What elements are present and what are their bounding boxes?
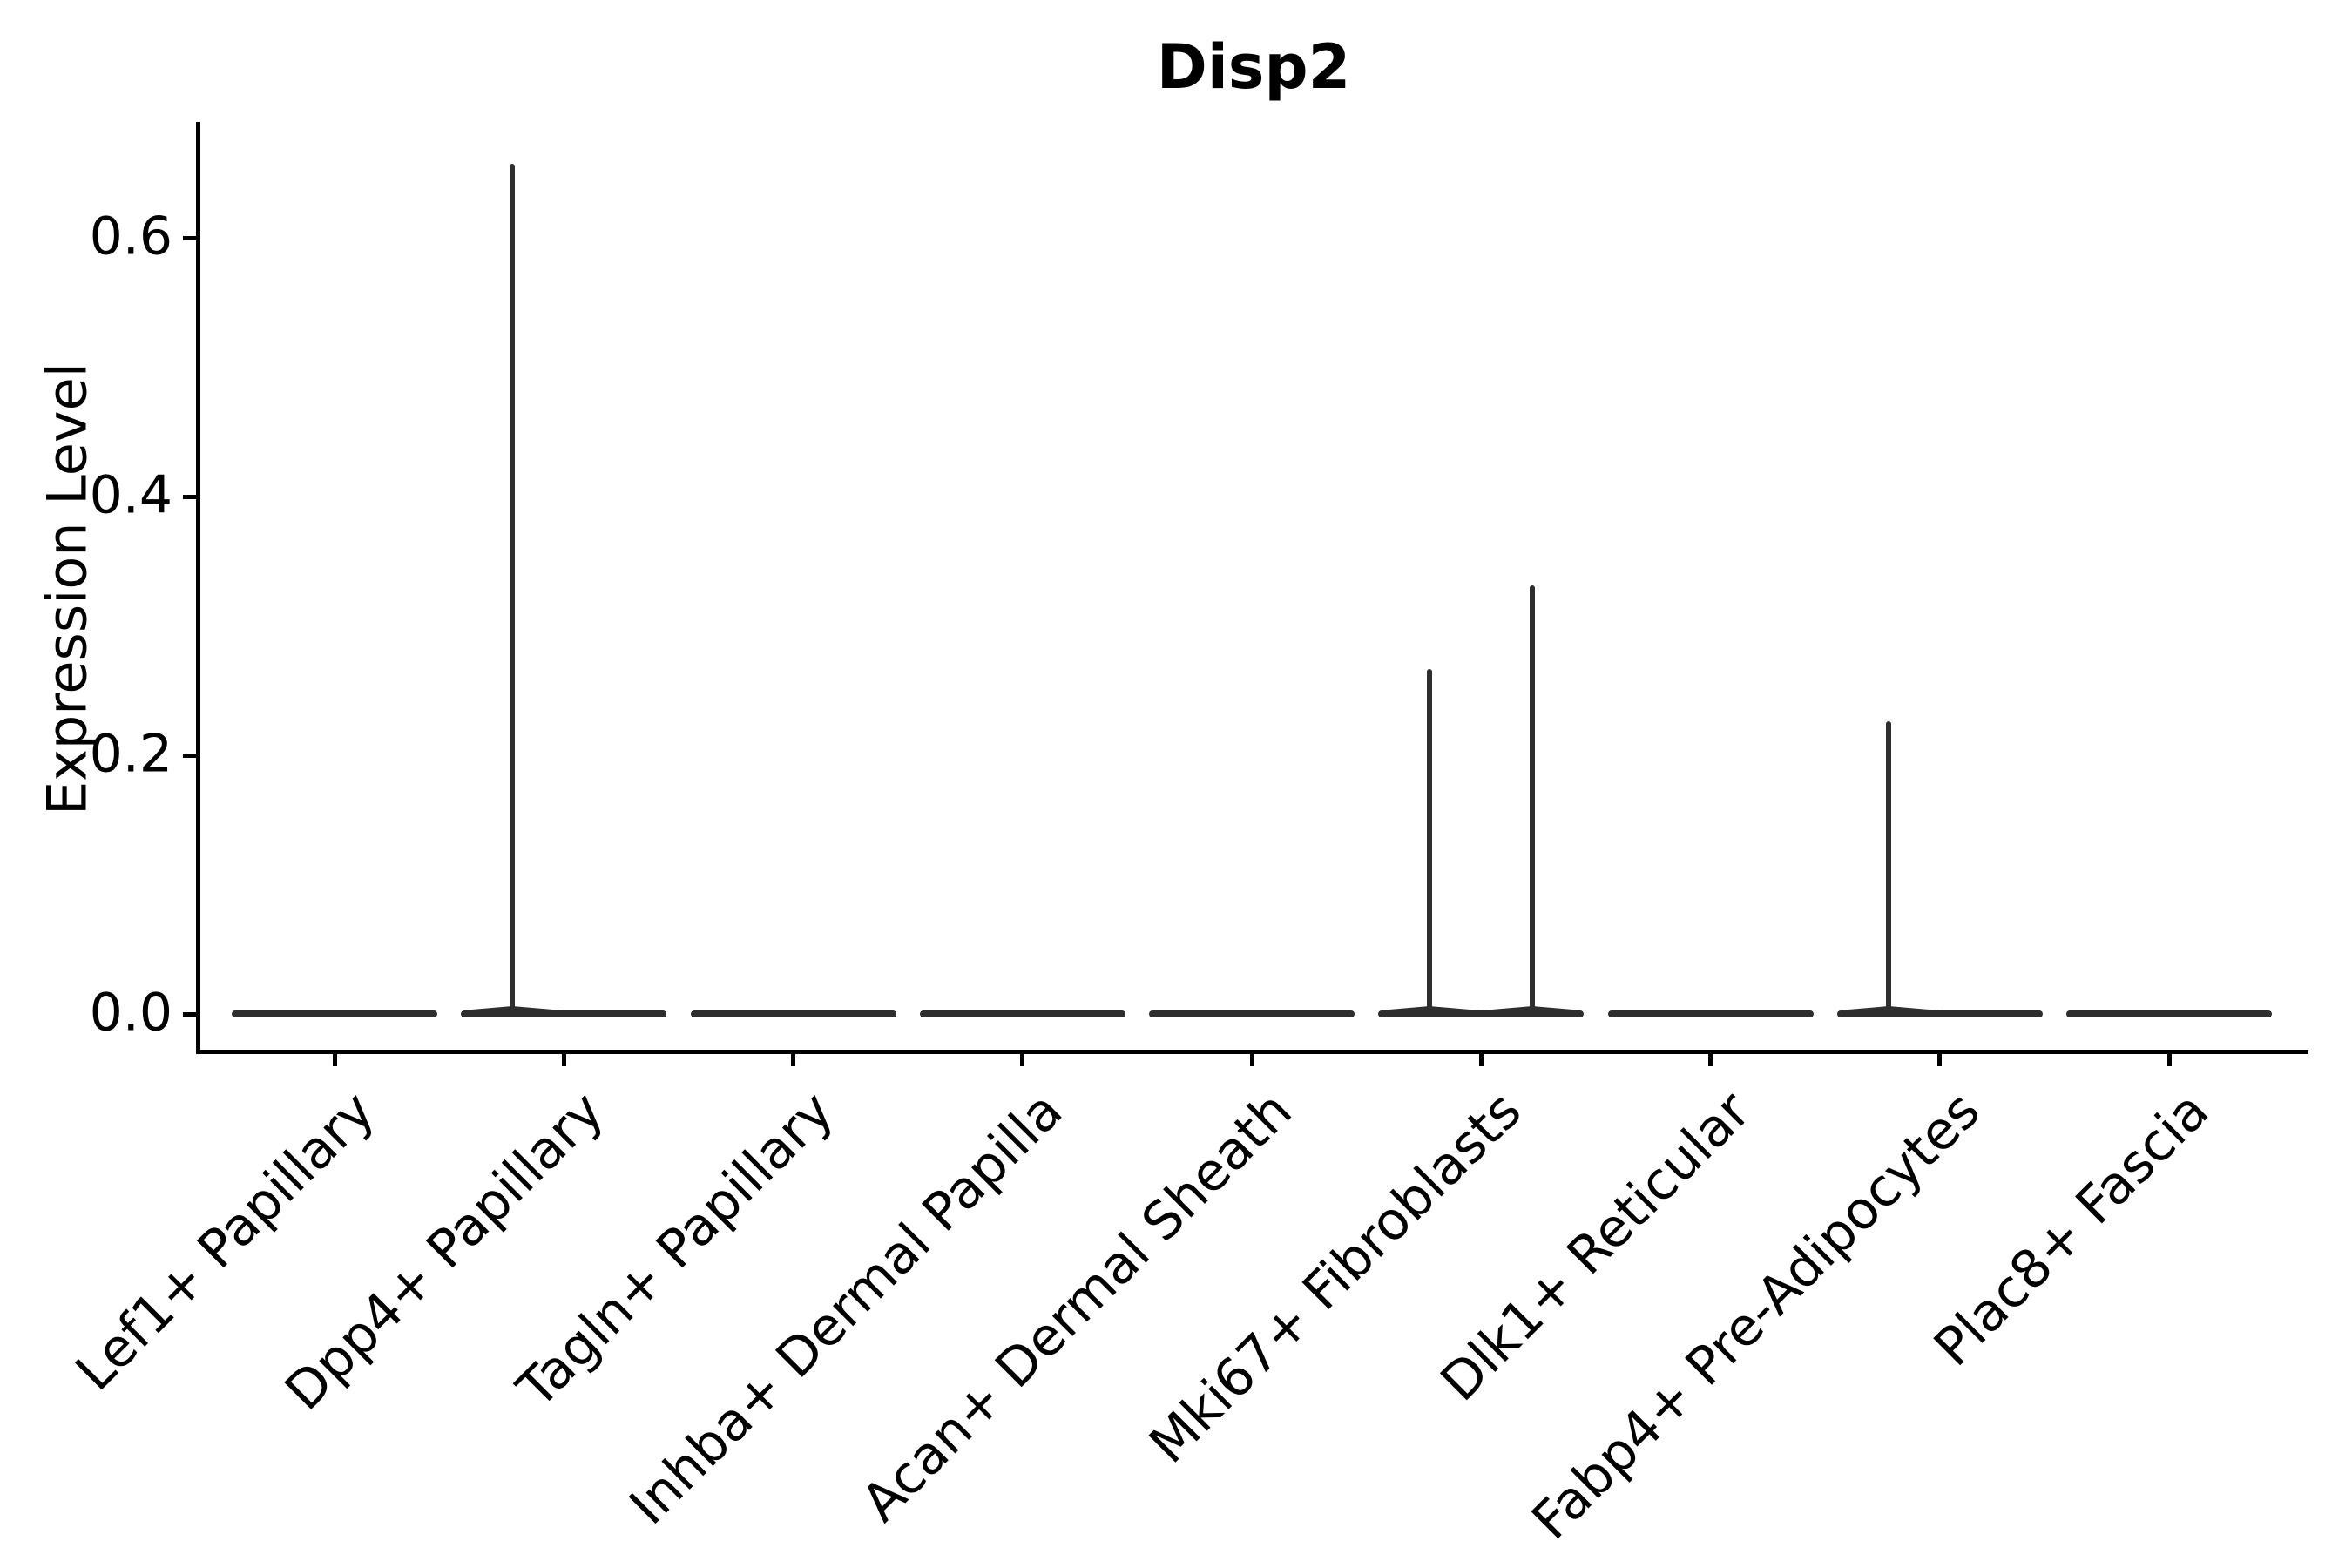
chart-title: Disp2 (1156, 31, 1351, 103)
x-tick-mark (791, 1054, 795, 1066)
violin-spike (1885, 721, 1891, 1016)
x-tick-mark (1937, 1054, 1943, 1066)
x-tick-mark (2166, 1054, 2172, 1066)
y-tick-label: 0.0 (89, 982, 172, 1044)
violin-body (2066, 1010, 2272, 1017)
violin-body (461, 1010, 667, 1017)
violin-spike (1427, 668, 1433, 1016)
x-tick-label: Mki67+ Fibroblasts (1138, 1080, 1533, 1476)
y-tick-label: 0.2 (89, 723, 172, 785)
violin-spike (1530, 585, 1536, 1016)
violin-body (1378, 1010, 1585, 1017)
x-tick-label: Inhba+ Dermal Papilla (618, 1080, 1075, 1537)
violin-body (919, 1010, 1125, 1017)
x-tick-mark (1708, 1054, 1713, 1066)
violin-spike (510, 164, 516, 1016)
violin-body (1607, 1010, 1814, 1017)
x-axis-spine (196, 1050, 2308, 1054)
y-axis-spine (196, 122, 200, 1054)
y-tick-label: 0.4 (89, 464, 172, 526)
x-tick-mark (561, 1054, 566, 1066)
x-tick-label: Acan+ Dermal Sheath (849, 1080, 1304, 1534)
violin-body (690, 1010, 896, 1017)
y-tick-mark (183, 494, 196, 499)
violin-body (232, 1010, 437, 1017)
violin-body (1836, 1010, 2043, 1017)
x-tick-label: Fabp4+ Pre-Adipocytes (1520, 1080, 1992, 1551)
x-tick-mark (332, 1054, 337, 1066)
y-tick-label: 0.6 (89, 206, 172, 267)
x-tick-mark (1249, 1054, 1254, 1066)
x-tick-mark (1478, 1054, 1484, 1066)
y-tick-mark (183, 235, 196, 240)
x-tick-mark (1020, 1054, 1025, 1066)
violin-body (1149, 1010, 1355, 1017)
y-tick-mark (183, 753, 196, 758)
y-tick-mark (183, 1011, 196, 1017)
